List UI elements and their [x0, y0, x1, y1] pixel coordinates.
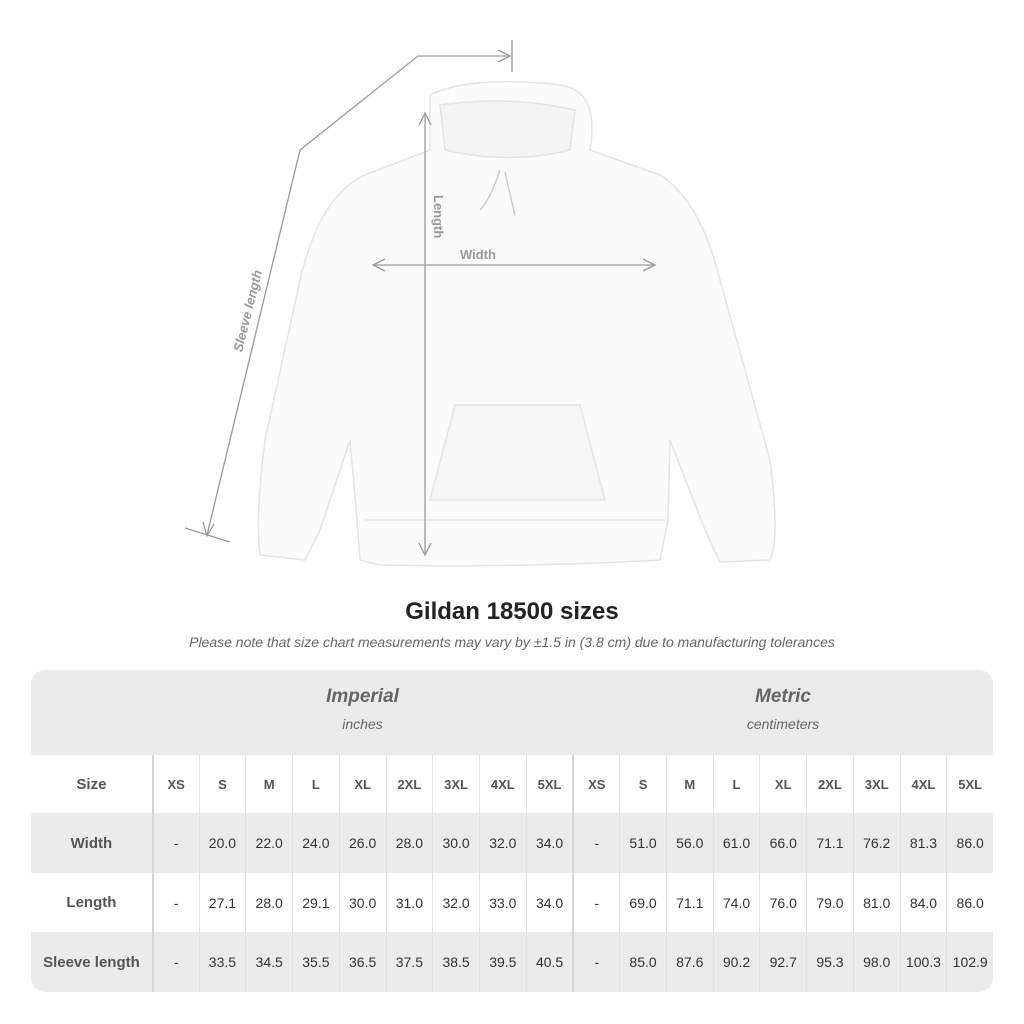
imperial-cell: S [198, 755, 246, 813]
imperial-cell: 2XL [385, 755, 433, 813]
metric-cell: S [619, 755, 666, 813]
row-label: Sleeve length [43, 953, 140, 971]
imperial-cell: 26.0 [338, 813, 386, 873]
imperial-cell: 5XL [525, 755, 573, 813]
imperial-cell: 34.5 [245, 932, 292, 992]
imperial-cell: L [292, 755, 339, 813]
imperial-cell: 40.5 [525, 932, 573, 992]
metric-cell: 61.0 [712, 813, 760, 873]
row-label: Width [70, 834, 113, 852]
imperial-cell: 28.0 [385, 813, 433, 873]
imperial-cell: 33.5 [198, 932, 246, 992]
metric-cell: 98.0 [852, 932, 900, 992]
imperial-cell: 37.5 [385, 932, 433, 992]
imperial-cell: XL [338, 755, 386, 813]
metric-cell: 56.0 [665, 813, 713, 873]
metric-cell: XL [759, 755, 806, 813]
metric-cell: 69.0 [619, 873, 666, 932]
metric-cell: XS [572, 755, 619, 813]
metric-cell: 79.0 [806, 873, 853, 932]
imperial-unit: inches [342, 716, 383, 732]
imperial-cell: 4XL [478, 755, 526, 813]
imperial-cell: 20.0 [198, 813, 246, 873]
imperial-title: Imperial [326, 686, 399, 707]
imperial-cell: XS [151, 755, 199, 813]
imperial-cell: - [151, 932, 199, 992]
metric-cell: 71.1 [806, 813, 853, 873]
size-header-row: Size XS S M L XL 2XL 3XL 4XL 5XL XS S M L XL 2XL 3XL 4XL 5… [31, 755, 993, 813]
metric-cell: 85.0 [619, 932, 666, 992]
imperial-cell: 30.0 [338, 873, 386, 932]
imperial-cell: 32.0 [478, 813, 526, 873]
imperial-cell: 38.5 [432, 932, 479, 992]
imperial-cell: - [151, 813, 199, 873]
metric-cell: 86.0 [946, 873, 993, 932]
imperial-cell: 29.1 [292, 873, 339, 932]
metric-cell: - [572, 932, 619, 992]
metric-cell: 81.0 [852, 873, 900, 932]
metric-cell: M [665, 755, 713, 813]
hoodie-diagram: Length Width Sleeve length [184, 40, 776, 567]
measure-lines [184, 40, 657, 557]
metric-cell: 2XL [806, 755, 853, 813]
imperial-header: Imperial inches [152, 686, 573, 732]
imperial-cell: M [245, 755, 292, 813]
imperial-cell: 34.0 [525, 873, 573, 932]
imperial-cell: 35.5 [292, 932, 339, 992]
metric-cell: 86.0 [946, 813, 993, 873]
tolerance-note: Please note that size chart measurements… [189, 634, 835, 650]
row-label: Size [76, 775, 107, 793]
width-label: Width [460, 247, 496, 262]
metric-cell: 100.3 [899, 932, 947, 992]
imperial-cell: 30.0 [432, 813, 479, 873]
row-label: Length [66, 894, 117, 911]
metric-cell: 74.0 [712, 873, 760, 932]
imperial-cell: - [151, 873, 199, 932]
metric-cell: 71.1 [665, 873, 713, 932]
metric-cell: 102.9 [946, 932, 993, 992]
metric-title: Metric [755, 686, 811, 707]
metric-cell: 92.7 [759, 932, 806, 992]
length-label: Length [431, 195, 446, 238]
metric-cell: 87.6 [665, 932, 713, 992]
metric-unit: centimeters [746, 716, 820, 732]
imperial-cell: 39.5 [478, 932, 526, 992]
size-table: Imperial inches Metric centimeters Size X… [31, 670, 993, 992]
imperial-cell: 33.0 [478, 873, 526, 932]
imperial-cell: 32.0 [432, 873, 479, 932]
metric-cell: 5XL [946, 755, 993, 813]
imperial-cell: 31.0 [385, 873, 433, 932]
metric-cell: - [572, 813, 619, 873]
metric-cell: 51.0 [619, 813, 666, 873]
sleeve-length-label: Sleeve length [230, 268, 265, 353]
imperial-cell: 36.5 [338, 932, 386, 992]
metric-cell: 4XL [899, 755, 947, 813]
metric-cell: 84.0 [899, 873, 947, 932]
imperial-cell: 22.0 [245, 813, 292, 873]
hoodie-image [257, 80, 776, 567]
metric-cell: 76.0 [759, 873, 806, 932]
page-title: Gildan 18500 sizes [405, 598, 619, 625]
imperial-cell: 24.0 [292, 813, 339, 873]
imperial-cell: 3XL [432, 755, 479, 813]
table-row: Length -27.1 28.0 29.1 30.0 31.0 32.0 33.0 34.0-… [31, 873, 993, 932]
metric-cell: 90.2 [712, 932, 760, 992]
metric-cell: 95.3 [806, 932, 853, 992]
metric-cell: L [712, 755, 760, 813]
imperial-cell: 27.1 [198, 873, 246, 932]
metric-cell: 3XL [852, 755, 900, 813]
metric-cell: 66.0 [759, 813, 806, 873]
imperial-cell: 28.0 [245, 873, 292, 932]
metric-cell: - [572, 873, 619, 932]
metric-header: Metric centimeters [573, 686, 993, 732]
metric-cell: 81.3 [899, 813, 947, 873]
table-row: Width -20.0 22.0 24.0 26.0 28.0 30.0 32.0 34.0-5… [31, 813, 993, 873]
imperial-cell: 34.0 [525, 813, 573, 873]
metric-cell: 76.2 [852, 813, 900, 873]
table-row: Sleeve length -33.5 34.5 35.5 36.5 37.5 38.5 39… [31, 932, 993, 992]
